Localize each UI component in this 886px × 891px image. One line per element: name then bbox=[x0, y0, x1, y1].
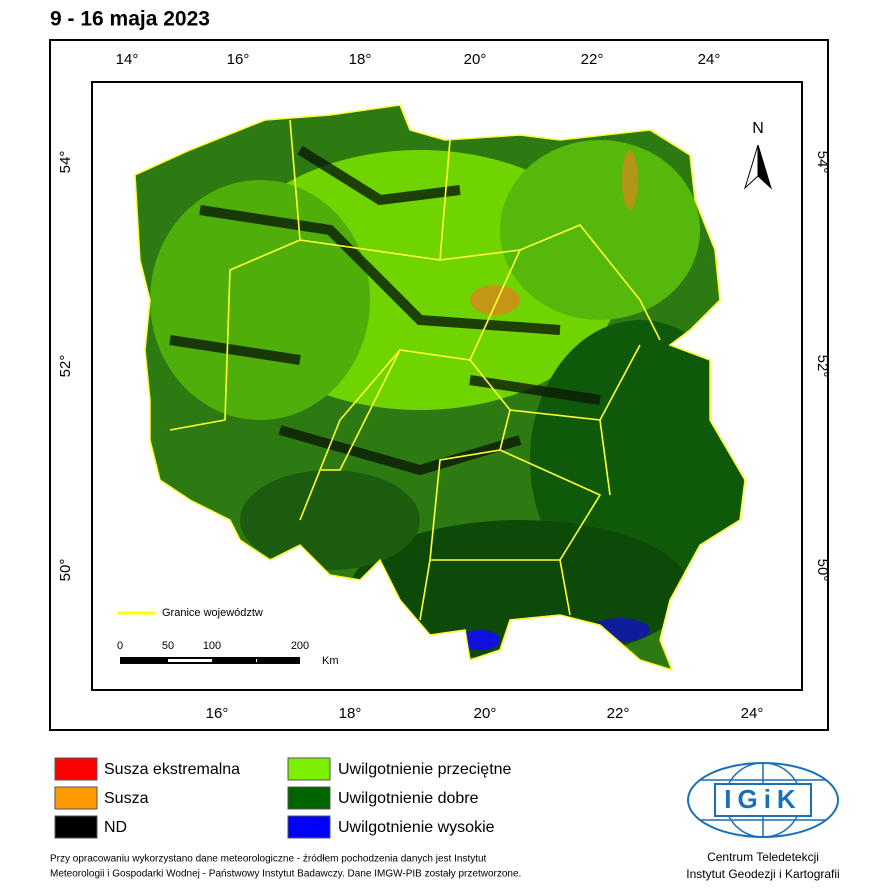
right-tick-label: 54° bbox=[814, 151, 831, 174]
logo-text: IGiK bbox=[724, 784, 801, 814]
top-tick-label: 16° bbox=[227, 51, 250, 68]
map-frame bbox=[91, 81, 803, 691]
right-tick-label: 50° bbox=[814, 559, 831, 582]
north-arrow: N bbox=[743, 120, 773, 190]
legend-swatch bbox=[54, 815, 98, 839]
scale-label: 200 bbox=[291, 640, 309, 652]
outer-frame bbox=[49, 39, 829, 731]
legend-swatch bbox=[287, 786, 331, 810]
legend-label: Susza ekstremalna bbox=[104, 761, 240, 778]
bottom-tick-label: 24° bbox=[741, 705, 764, 722]
north-label: N bbox=[752, 120, 764, 137]
bottom-tick-label: 16° bbox=[206, 705, 229, 722]
legend-label: Susza bbox=[104, 790, 149, 807]
boundary-legend-label: Granice województw bbox=[162, 607, 263, 619]
top-tick-label: 18° bbox=[349, 51, 372, 68]
source-note: Meteorologii i Gospodarki Wodnej - Państ… bbox=[50, 869, 521, 880]
scale-label: 0 bbox=[117, 640, 123, 652]
top-tick-label: 22° bbox=[581, 51, 604, 68]
legend-swatch bbox=[54, 786, 98, 810]
legend-swatch bbox=[287, 815, 331, 839]
igik-logo: IGiK bbox=[687, 762, 839, 838]
top-tick-label: 14° bbox=[116, 51, 139, 68]
legend-swatch bbox=[54, 757, 98, 781]
bottom-tick-label: 22° bbox=[607, 705, 630, 722]
scale-unit: Km bbox=[322, 655, 339, 667]
top-tick-label: 20° bbox=[464, 51, 487, 68]
right-tick-label: 52° bbox=[814, 355, 831, 378]
bottom-tick-label: 20° bbox=[474, 705, 497, 722]
left-tick-label: 52° bbox=[57, 355, 74, 378]
legend-label: ND bbox=[104, 819, 127, 836]
drought-map bbox=[135, 105, 745, 670]
top-tick-label: 24° bbox=[698, 51, 721, 68]
scale-label: 50 bbox=[162, 640, 174, 652]
left-tick-label: 50° bbox=[57, 559, 74, 582]
bottom-tick-label: 18° bbox=[339, 705, 362, 722]
scale-bar bbox=[120, 657, 300, 664]
legend-label: Uwilgotnienie wysokie bbox=[338, 819, 495, 836]
legend-swatch bbox=[287, 757, 331, 781]
scale-label: 100 bbox=[203, 640, 221, 652]
country-border bbox=[134, 104, 746, 672]
title: 9 - 16 maja 2023 bbox=[50, 8, 210, 31]
institute-name: Centrum Teledetekcji bbox=[707, 850, 819, 864]
left-tick-label: 54° bbox=[57, 151, 74, 174]
legend-label: Uwilgotnienie dobre bbox=[338, 790, 479, 807]
source-note: Przy opracowaniu wykorzystano dane meteo… bbox=[50, 854, 487, 865]
legend-label: Uwilgotnienie przeciętne bbox=[338, 761, 512, 778]
institute-name: Instytut Geodezji i Kartografii bbox=[686, 867, 839, 881]
